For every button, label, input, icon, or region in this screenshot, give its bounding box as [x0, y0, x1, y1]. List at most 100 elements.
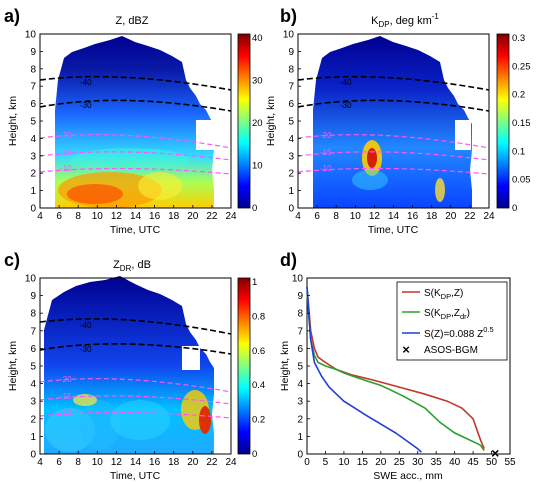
y-tick-label: 2	[30, 414, 36, 425]
y-tick-label: 10	[292, 274, 304, 285]
contour-label: -20	[60, 375, 72, 384]
y-tick-label: 6	[30, 99, 36, 110]
x-tick-label: 0	[304, 457, 310, 468]
x-axis: 0 5 10 15 20 25 30 35 40 45 50 55	[304, 451, 516, 468]
isotherm-contours: -40 -30 -20 -15 -10	[297, 75, 490, 175]
x-tick-label: 8	[75, 457, 81, 468]
contour-label: -20	[60, 131, 72, 140]
panel-d: d) × 0 5 10 15 20 25 30 35 40 45 50 55 012345678910…	[279, 250, 516, 482]
contour-label: -10	[60, 408, 72, 417]
colorbar-tick-label: 0.1	[512, 146, 525, 157]
x-tick-label: 18	[426, 211, 438, 222]
x-tick-label: 16	[149, 457, 161, 468]
contour-label: -20	[320, 131, 332, 140]
x-tick-label: 6	[56, 211, 62, 222]
contour-label: -40	[80, 321, 92, 330]
y-tick-label: 1	[297, 432, 303, 443]
x-tick-label: 10	[92, 211, 104, 222]
y-tick-label: 9	[30, 47, 36, 58]
panel-letter: c)	[4, 250, 20, 270]
colorbar-tick-label: 40	[252, 33, 263, 44]
colorbar-tick-label: 10	[252, 161, 263, 172]
contour-label: -10	[320, 164, 332, 173]
x-tick-label: 22	[206, 457, 218, 468]
panel-title: KDP, deg km-1	[371, 12, 439, 29]
x-tick-label: 4	[37, 457, 43, 468]
x-tick-label: 20	[445, 211, 457, 222]
y-tick-label: 3	[30, 151, 36, 162]
colorbar	[237, 277, 251, 455]
svg-text:S(KDP,Zdr): S(KDP,Zdr)	[424, 308, 470, 321]
colorbar-tick-label: 0.2	[512, 90, 525, 101]
x-tick-label: 40	[449, 457, 461, 468]
y-axis: 0 1 2 3 4 5 6 7 8 9 10	[25, 274, 43, 461]
y-tick-label: 0	[30, 450, 36, 461]
x-axis-label: Time, UTC	[110, 470, 161, 482]
y-tick-label: 4	[288, 134, 294, 145]
y-tick-label: 9	[288, 47, 294, 58]
colorbar-tick-label: 20	[252, 118, 263, 129]
x-tick-label: 4	[37, 211, 43, 222]
y-axis: 0 1 2 3 4 5 6 7 8 9 10	[25, 30, 43, 215]
x-axis: 4 6 8 10 12 14 16 18 20 22 24	[37, 451, 237, 468]
x-tick-label: 55	[504, 457, 516, 468]
y-tick-label: 6	[297, 344, 303, 355]
colorbar-tick-label: 0	[512, 203, 517, 214]
y-tick-label: 3	[288, 151, 294, 162]
x-tick-label: 18	[168, 457, 180, 468]
colorbar-tick-label: 30	[252, 76, 263, 87]
colorbar-tick-label: 0.15	[512, 118, 531, 129]
colorbar-tick-label: 0.05	[512, 175, 531, 186]
y-tick-label: 8	[30, 309, 36, 320]
x-tick-label: 50	[486, 457, 498, 468]
colorbar-ticks: 1 0.8 0.6 0.4 0.2 0	[252, 277, 265, 460]
y-tick-label: 10	[283, 30, 295, 41]
isotherm-contours: -40 -30 -20 -15 -10	[39, 75, 232, 175]
x-tick-label: 14	[130, 211, 142, 222]
y-axis-label: Height, km	[265, 96, 277, 146]
x-axis-label: Time, UTC	[110, 224, 161, 236]
y-tick-label: 1	[30, 186, 36, 197]
legend: S(KDP,Z) S(KDP,Zdr) S(Z)=0.088 Z0.5 × AS…	[396, 281, 508, 361]
x-tick-label: 30	[412, 457, 424, 468]
x-tick-label: 20	[187, 211, 199, 222]
contour-label: -15	[320, 148, 332, 157]
x-tick-label: 4	[295, 211, 301, 222]
y-tick-label: 3	[30, 397, 36, 408]
x-tick-label: 24	[225, 211, 237, 222]
colorbar-tick-label: 0.6	[252, 346, 265, 357]
colorbar-tick-label: 0.25	[512, 61, 531, 72]
x-tick-label: 14	[130, 457, 142, 468]
y-tick-label: 6	[288, 99, 294, 110]
radar-field	[40, 34, 231, 208]
contour-label: -30	[80, 345, 92, 354]
contour-label: -15	[60, 148, 72, 157]
x-tick-label: 12	[111, 211, 123, 222]
x-tick-label: 12	[369, 211, 381, 222]
legend-entry: S(KDP,Z)	[402, 288, 463, 301]
y-tick-label: 3	[297, 397, 303, 408]
x-tick-label: 24	[483, 211, 495, 222]
legend-entry: S(KDP,Zdr)	[402, 308, 470, 321]
series-line	[306, 292, 485, 451]
radar-field	[313, 36, 472, 208]
panel-a: a) Z, dBZ -40 -30 -20 -15 -10 4 6 8 10 12 14 1…	[4, 6, 263, 236]
contour-label: -30	[340, 101, 352, 110]
y-tick-label: 10	[25, 274, 37, 285]
colorbar-tick-label: 0	[252, 449, 257, 460]
series-line	[306, 286, 422, 453]
contour-label: -30	[80, 101, 92, 110]
x-axis: 4 6 8 10 12 14 16 18 20 22 24	[37, 205, 237, 222]
colorbar-ticks: 0.3 0.25 0.2 0.15 0.1 0.05 0	[512, 33, 531, 214]
svg-text:ASOS-BGM: ASOS-BGM	[424, 345, 478, 356]
y-tick-label: 2	[288, 169, 294, 180]
x-tick-label: 45	[468, 457, 480, 468]
panel-letter: a)	[4, 6, 20, 26]
contour-label: -40	[80, 78, 92, 87]
y-tick-label: 8	[30, 64, 36, 75]
contour-label: -15	[60, 392, 72, 401]
colorbar-tick-label: 0.8	[252, 311, 265, 322]
legend-entry: S(Z)=0.088 Z0.5	[402, 325, 494, 340]
y-axis-label: Height, km	[279, 341, 291, 391]
